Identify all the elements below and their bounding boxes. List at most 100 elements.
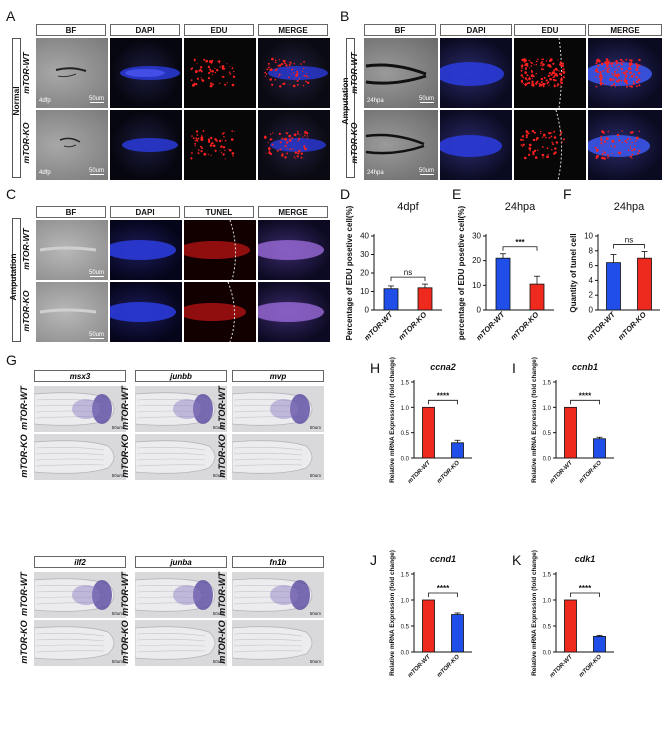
bar (564, 406, 577, 459)
micrograph-dapi (440, 38, 512, 108)
fluorescent-speck (545, 136, 547, 139)
group-bracket (12, 218, 21, 342)
fluorescent-speck (618, 65, 620, 68)
fluorescent-speck (523, 59, 527, 62)
fluorescent-speck (601, 76, 603, 79)
scale-bar: 50um (88, 270, 104, 277)
row-label-ko: mTOR-KO (120, 620, 130, 664)
fluorescent-speck (560, 81, 563, 85)
fluorescent-speck (600, 142, 603, 145)
fluorescent-speck (595, 68, 598, 71)
fluorescent-speck (520, 144, 523, 146)
fluorescent-speck (613, 78, 615, 81)
fluorescent-speck (620, 67, 623, 71)
fluorescent-speck (221, 76, 223, 78)
header-tunel: TUNEL (184, 206, 254, 218)
fluorescent-speck (219, 150, 221, 152)
fluorescent-speck (200, 77, 202, 79)
scale-bar: 50um (212, 611, 224, 616)
fluorescent-speck (207, 65, 211, 69)
y-tick-label: 4 (589, 276, 594, 285)
fluorescent-speck (224, 149, 226, 152)
fluorescent-speck (543, 76, 546, 79)
fluorescent-speck (551, 149, 553, 151)
fluorescent-speck (220, 145, 223, 148)
fluorescent-speck (550, 73, 553, 76)
fluorescent-speck (277, 64, 280, 67)
y-tick-label: 1.0 (543, 406, 552, 412)
fluorescent-speck (263, 136, 267, 139)
scale-bar: 50um (111, 659, 123, 664)
fluorescent-speck (297, 140, 299, 142)
fluorescent-speck (551, 132, 553, 134)
fluorescent-speck (625, 141, 628, 144)
fluorescent-speck (555, 141, 558, 144)
fluorescent-speck (616, 77, 619, 79)
bar (422, 599, 435, 653)
fluorescent-speck (629, 85, 631, 87)
fluorescent-speck (201, 79, 205, 82)
bar (417, 287, 433, 311)
header-edu: EDU (514, 24, 586, 36)
y-tick-label: 0.5 (543, 625, 552, 631)
fluorescent-speck (607, 142, 609, 144)
scale-bar: 50um (111, 611, 123, 616)
fluorescent-speck (194, 140, 196, 142)
fluorescent-speck (191, 135, 193, 137)
fluorescent-speck (287, 67, 289, 69)
significance-bracket (390, 276, 426, 282)
fluorescent-speck (630, 75, 634, 78)
panel-label-c: C (6, 186, 17, 202)
fluorescent-speck (231, 130, 233, 132)
fluorescent-speck (602, 82, 604, 85)
scale-bar: 50um (418, 168, 434, 175)
fluorescent-speck (214, 67, 216, 69)
fluorescent-speck (195, 130, 199, 133)
group-bracket (346, 38, 355, 178)
fluorescent-speck (540, 81, 543, 83)
in-situ-micrograph: 50um (232, 434, 324, 480)
fluorescent-speck (217, 60, 220, 63)
y-tick-label: 10 (584, 232, 593, 241)
fluorescent-speck (194, 144, 196, 146)
row-label-ko: mTOR-KO (19, 434, 29, 478)
significance-label: **** (437, 391, 450, 400)
fluorescent-speck (562, 138, 565, 141)
fluorescent-speck (529, 150, 531, 152)
fluorescent-speck (526, 131, 529, 133)
fluorescent-speck (631, 142, 633, 144)
fluorescent-speck (522, 143, 525, 146)
fluorescent-speck (536, 60, 538, 63)
fluorescent-speck (541, 66, 543, 68)
fluorescent-speck (531, 74, 534, 76)
fluorescent-speck (621, 130, 623, 132)
fluorescent-speck (606, 58, 608, 60)
micrograph-merge (588, 110, 662, 180)
fluorescent-speck (544, 83, 546, 85)
fluorescent-speck (540, 62, 543, 65)
panel-label-h: H (370, 360, 381, 376)
fluorescent-speck (288, 139, 292, 142)
fluorescent-speck (278, 59, 281, 61)
bar (637, 257, 652, 311)
micrograph-edu (184, 110, 256, 180)
y-tick-label: 1.0 (543, 599, 552, 605)
fluorescent-speck (604, 84, 606, 85)
fluorescent-speck (532, 153, 535, 156)
fluorescent-speck (621, 141, 623, 144)
fluorescent-speck (286, 141, 289, 144)
fluorescent-speck (598, 59, 601, 63)
fluorescent-speck (291, 68, 294, 71)
fluorescent-speck (521, 58, 525, 62)
fluorescent-speck (601, 130, 604, 133)
header-bf: BF (36, 24, 106, 36)
fluorescent-speck (602, 75, 603, 77)
fluorescent-speck (562, 68, 565, 71)
fluorescent-speck (301, 70, 304, 72)
fluorescent-speck (268, 62, 270, 65)
fluorescent-speck (294, 78, 296, 80)
fluorescent-speck (210, 61, 213, 64)
micrograph-merge (258, 38, 330, 108)
fluorescent-speck (629, 71, 632, 74)
scale-bar: 50um (111, 425, 123, 430)
